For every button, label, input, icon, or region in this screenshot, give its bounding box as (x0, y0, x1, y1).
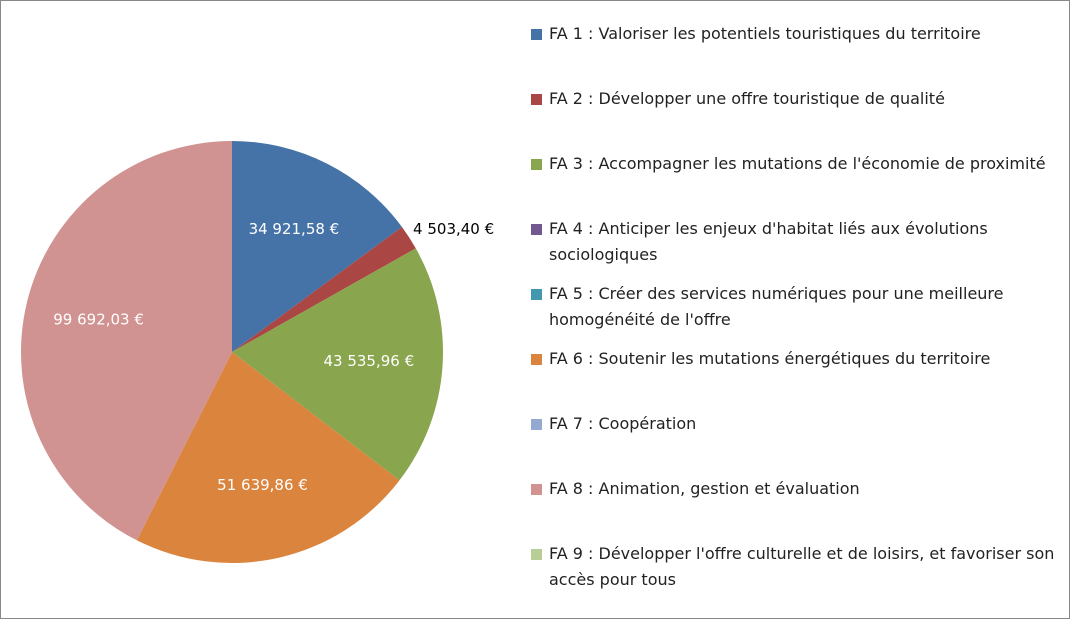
legend-swatch (531, 29, 542, 40)
legend-label: FA 4 : Anticiper les enjeux d'habitat li… (549, 219, 988, 264)
legend-label: FA 5 : Créer des services numériques pou… (549, 284, 1004, 329)
data-label: 43 535,96 € (323, 352, 414, 370)
legend-swatch (531, 354, 542, 365)
data-label: 34 921,58 € (249, 220, 340, 238)
pie-slice (21, 141, 233, 541)
legend-label: FA 8 : Animation, gestion et évaluation (549, 479, 860, 498)
data-label: 99 692,03 € (53, 311, 144, 329)
legend-swatch (531, 549, 542, 560)
legend-swatch (531, 484, 542, 495)
legend-swatch (531, 419, 542, 430)
legend-item: FA 2 : Développer une offre touristique … (531, 86, 1061, 151)
legend-label: FA 3 : Accompagner les mutations de l'éc… (549, 154, 1046, 173)
legend: FA 1 : Valoriser les potentiels touristi… (531, 21, 1061, 606)
data-label: 51 639,86 € (217, 476, 308, 494)
pie-slice (232, 141, 402, 352)
legend-label: FA 9 : Développer l'offre culturelle et … (549, 544, 1055, 589)
legend-label: FA 7 : Coopération (549, 414, 697, 433)
pie-slice (136, 352, 400, 563)
legend-item: FA 8 : Animation, gestion et évaluation (531, 476, 1061, 541)
legend-swatch (531, 159, 542, 170)
legend-swatch (531, 289, 542, 300)
legend-item: FA 1 : Valoriser les potentiels touristi… (531, 21, 1061, 86)
legend-swatch (531, 94, 542, 105)
data-label: 4 503,40 € (413, 220, 494, 238)
legend-label: FA 6 : Soutenir les mutations énergétiqu… (549, 349, 991, 368)
legend-item: FA 7 : Coopération (531, 411, 1061, 476)
legend-item: FA 6 : Soutenir les mutations énergétiqu… (531, 346, 1061, 411)
legend-item: FA 3 : Accompagner les mutations de l'éc… (531, 151, 1061, 216)
legend-label: FA 2 : Développer une offre touristique … (549, 89, 945, 108)
legend-label: FA 1 : Valoriser les potentiels touristi… (549, 24, 981, 43)
pie-slice (232, 248, 444, 481)
legend-item: FA 9 : Développer l'offre culturelle et … (531, 541, 1061, 606)
legend-swatch (531, 224, 542, 235)
pie-slice (232, 226, 416, 352)
legend-item: FA 4 : Anticiper les enjeux d'habitat li… (531, 216, 1061, 281)
legend-item: FA 5 : Créer des services numériques pou… (531, 281, 1061, 346)
